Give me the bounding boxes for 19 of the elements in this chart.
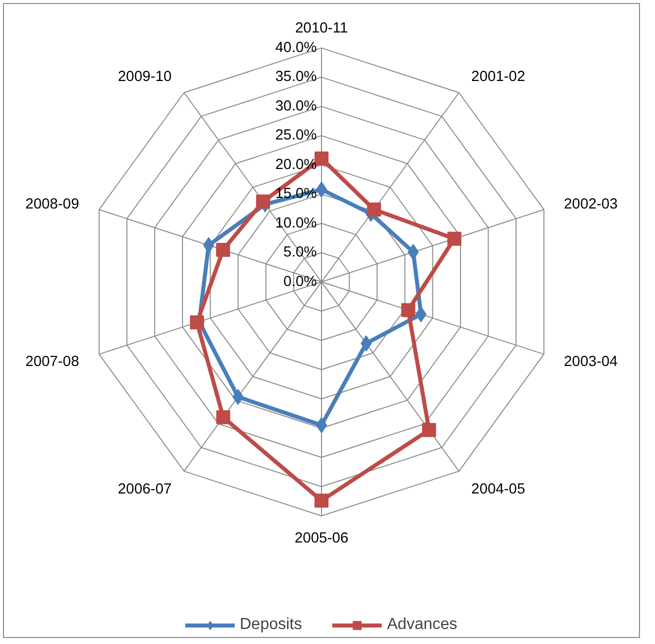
spoke-label: 2009-10 bbox=[118, 69, 172, 86]
legend-label: Deposits bbox=[240, 616, 302, 634]
spoke-label: 2004-05 bbox=[471, 482, 526, 498]
y-tick-label: 5.0% bbox=[283, 244, 317, 261]
spoke-label: 2002-03 bbox=[564, 196, 618, 213]
y-tick-label: 30.0% bbox=[275, 98, 317, 114]
y-tick-label: 25.0% bbox=[275, 128, 317, 144]
spoke-label: 2008-09 bbox=[25, 196, 80, 213]
spoke-label: 2010-11 bbox=[295, 20, 348, 36]
spoke-label: 2005-06 bbox=[294, 530, 348, 546]
y-tick-label: 35.0% bbox=[275, 69, 317, 86]
spoke-label: 2003-04 bbox=[564, 354, 618, 370]
spoke-label: 2001-02 bbox=[471, 69, 526, 86]
spoke-label: 2006-07 bbox=[118, 482, 172, 498]
legend-label: Advances bbox=[386, 616, 458, 634]
y-tick-label: 0.0% bbox=[283, 274, 317, 290]
spoke-label: 2007-08 bbox=[25, 354, 80, 370]
y-tick-label: 40.0% bbox=[275, 40, 317, 56]
y-tick-label: 10.0% bbox=[275, 215, 317, 232]
